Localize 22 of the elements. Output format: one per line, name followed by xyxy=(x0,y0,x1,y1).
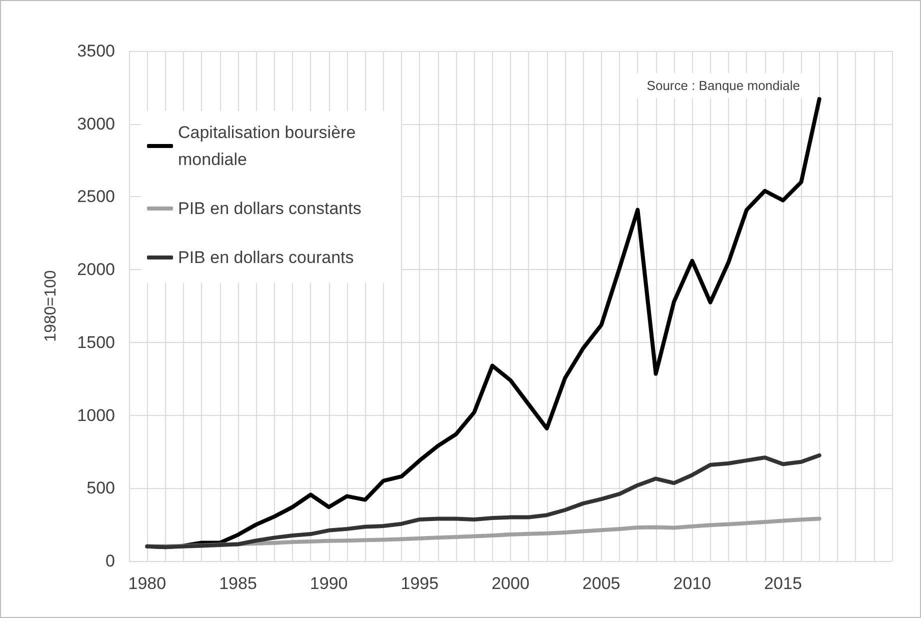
y-tick-label: 0 xyxy=(106,552,115,570)
x-tick-label: 1995 xyxy=(400,574,439,593)
x-tick-label: 1990 xyxy=(310,574,348,593)
y-tick-label: 3000 xyxy=(77,114,115,134)
x-tick-label: 2010 xyxy=(673,574,712,593)
x-tick-label: 2015 xyxy=(764,574,802,593)
y-tick-label: 1500 xyxy=(77,332,115,352)
legend-label: PIB en dollars courants xyxy=(178,248,354,267)
y-tick-label: 500 xyxy=(86,478,115,498)
x-tick-label: 1980 xyxy=(128,574,166,593)
y-tick-label: 2500 xyxy=(77,187,115,206)
line-series xyxy=(145,453,822,550)
y-tick-label: 2000 xyxy=(77,260,115,280)
legend-label: PIB en dollars constants xyxy=(178,199,362,218)
x-tick-label: 1985 xyxy=(219,574,257,593)
y-axis-title: 1980=100 xyxy=(42,270,60,342)
legend-label: Capitalisation boursière mondiale xyxy=(178,123,360,169)
y-tick-label: 3500 xyxy=(77,42,115,60)
x-tick-label: 2005 xyxy=(582,574,620,593)
annotation: Source : Banque mondiale xyxy=(646,78,800,93)
x-tick-label: 2000 xyxy=(492,574,530,593)
y-tick-label: 1000 xyxy=(77,406,115,425)
